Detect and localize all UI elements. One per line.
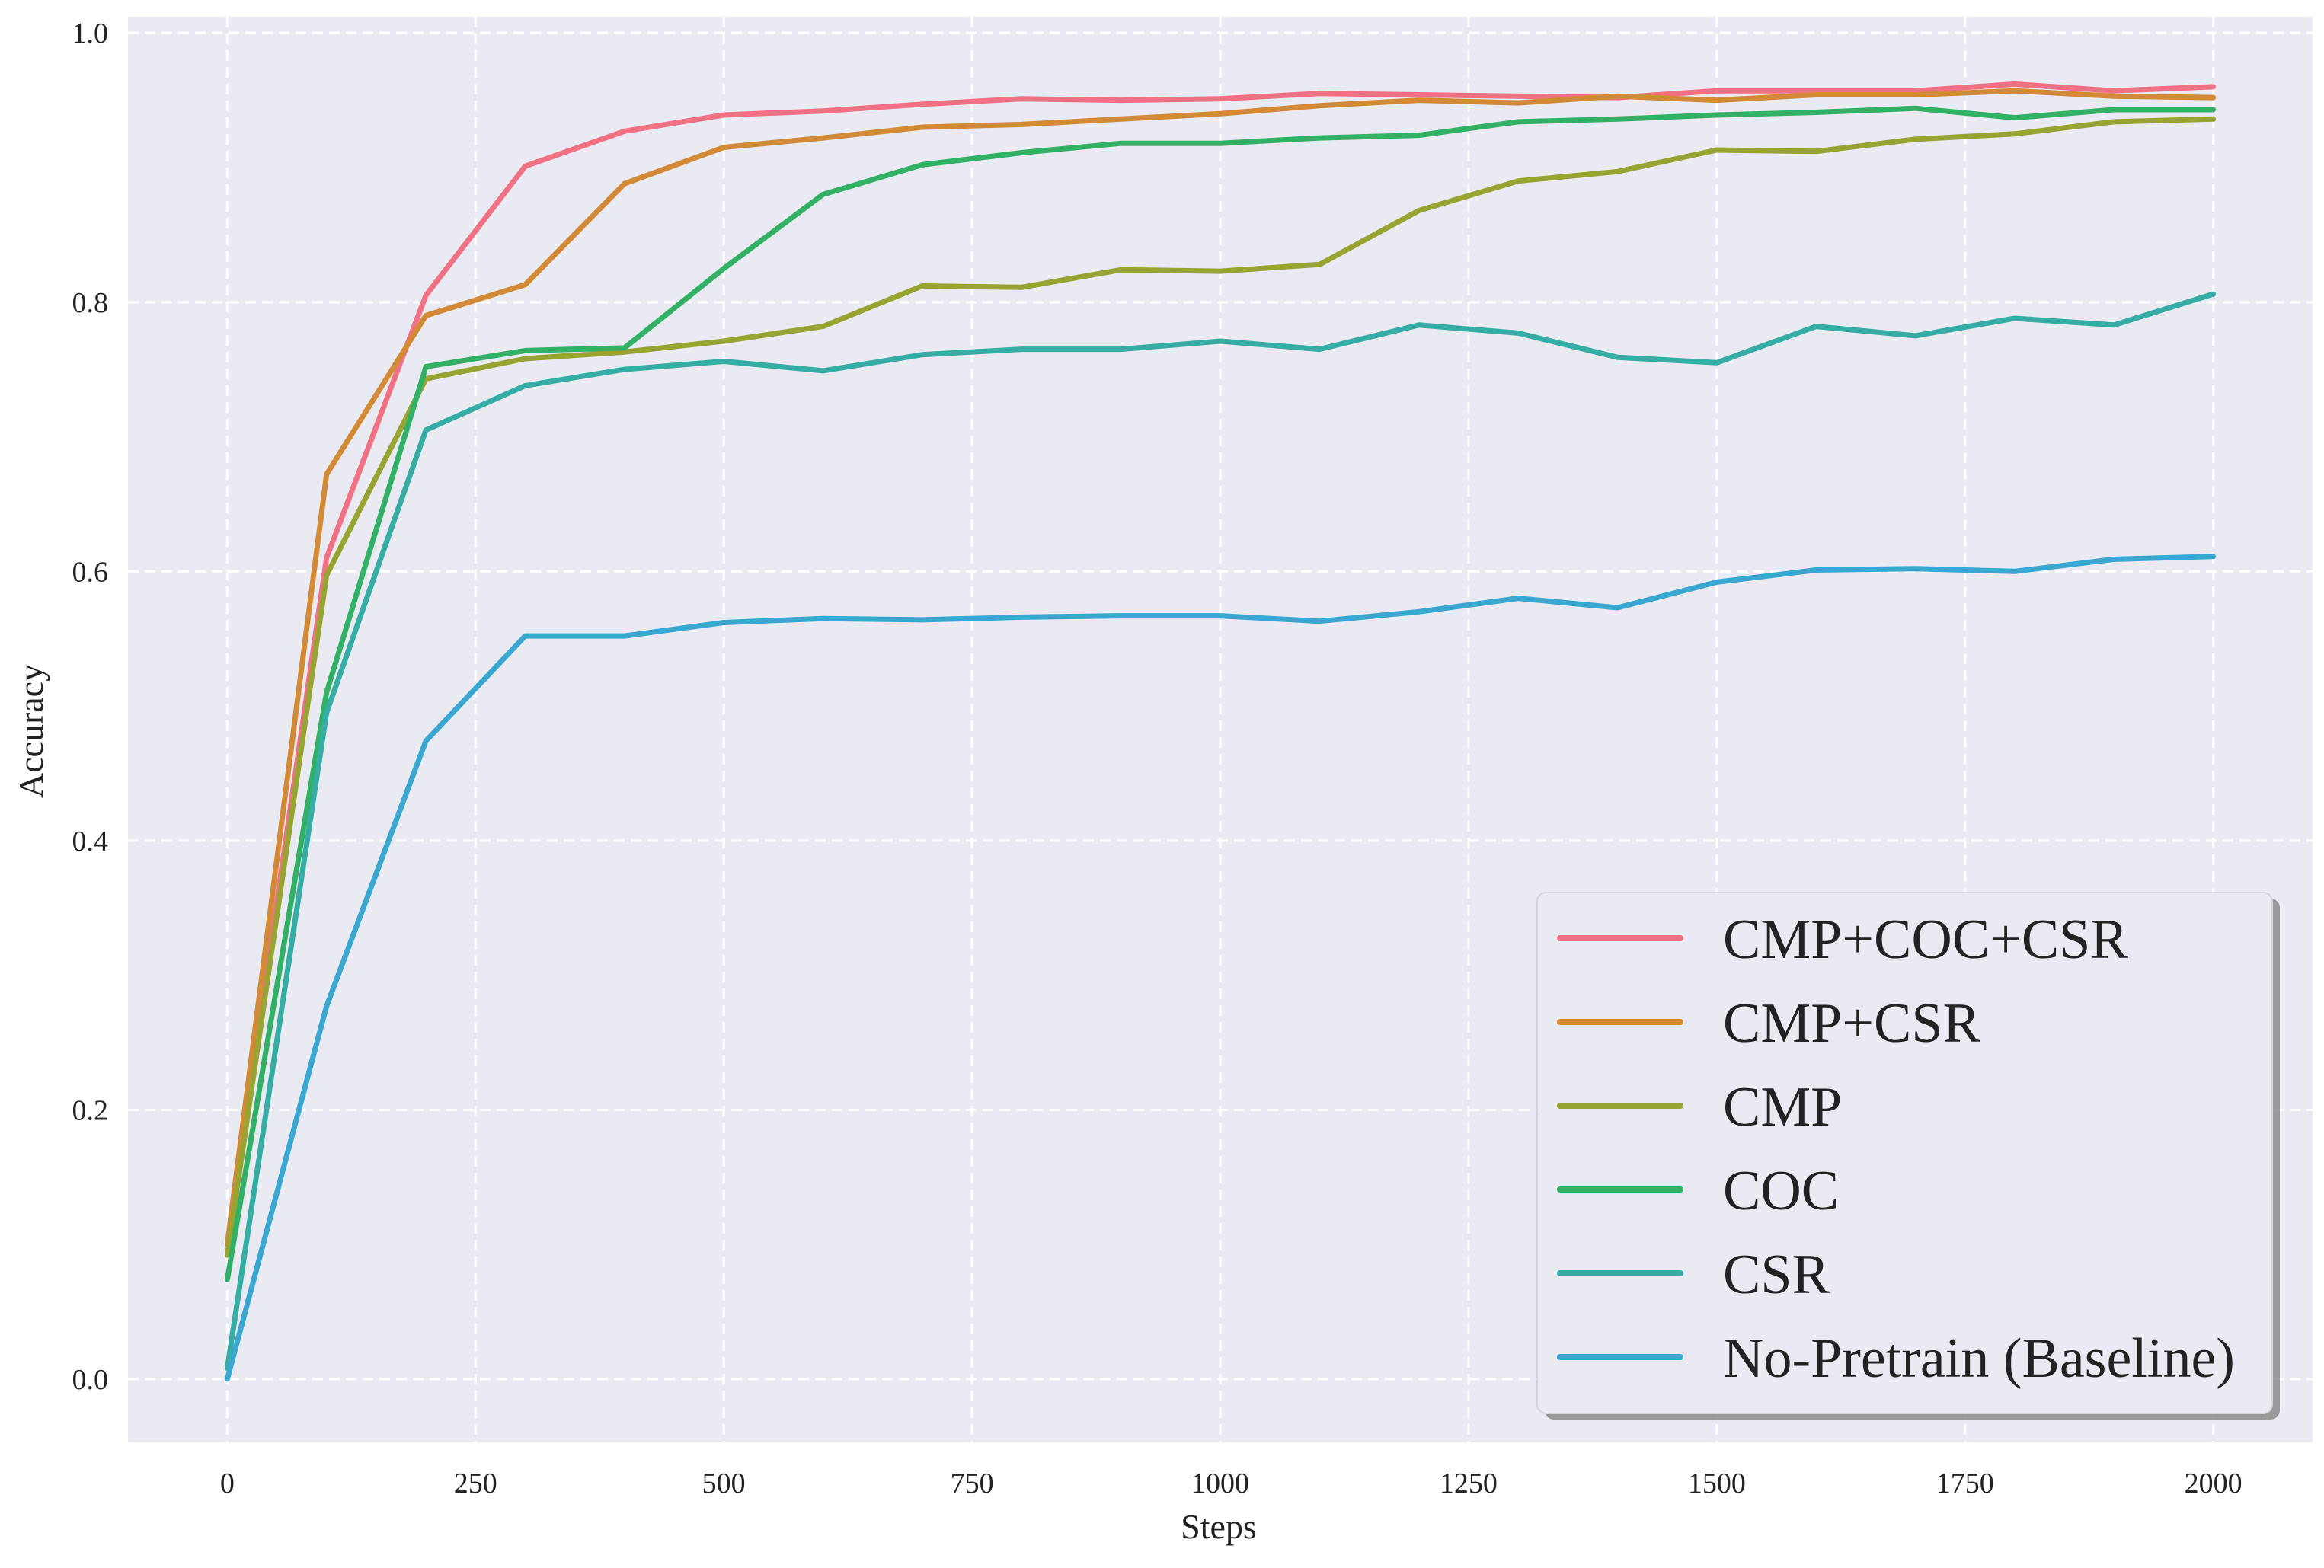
y-tick-label: 0.0 xyxy=(72,1364,109,1396)
legend: CMP+COC+CSR CMP+CSR CMP COC CSR No-Pretrain (… xyxy=(1536,892,2280,1420)
y-tick-label: 0.8 xyxy=(72,287,109,319)
y-tick-label: 0.4 xyxy=(72,826,109,857)
series-line-1 xyxy=(224,81,2217,1247)
x-tick-label: 2000 xyxy=(2185,1467,2242,1499)
y-axis-title: Accuracy xyxy=(11,664,50,798)
legend-label: CMP+COC+CSR xyxy=(1723,909,2128,971)
x-tick-label: 1500 xyxy=(1688,1467,1746,1499)
x-tick-label: 0 xyxy=(220,1467,235,1499)
series-line-5 xyxy=(224,291,2217,1372)
y-tick-label: 0.6 xyxy=(72,556,109,588)
series-line-4 xyxy=(224,105,2217,1282)
series-lines xyxy=(224,81,2217,1382)
legend-label: COC xyxy=(1723,1160,1839,1222)
legend-entry: CMP+CSR xyxy=(1557,992,1981,1055)
legend-entry: CMP xyxy=(1557,1076,1842,1138)
x-tick-labels: 0 250 500 750 1000 1250 1500 1750 2000 xyxy=(220,1467,2242,1499)
x-tick-label: 1750 xyxy=(1936,1467,1994,1499)
y-tick-label: 0.2 xyxy=(72,1094,109,1126)
y-tick-label: 1.0 xyxy=(72,18,109,49)
y-tick-labels: 0.0 0.2 0.4 0.6 0.8 1.0 xyxy=(72,18,109,1396)
x-tick-label: 1000 xyxy=(1191,1467,1249,1499)
legend-label: CMP xyxy=(1723,1076,1842,1138)
x-axis-title: Steps xyxy=(1181,1507,1257,1546)
legend-label: CMP+CSR xyxy=(1723,992,1981,1055)
legend-box xyxy=(1536,892,2273,1414)
series-line-3 xyxy=(224,116,2217,1258)
series-line-2 xyxy=(224,88,2217,1247)
series-line-6 xyxy=(224,554,2217,1382)
legend-entry: CSR xyxy=(1557,1244,1830,1306)
legend-entry: COC xyxy=(1557,1160,1839,1222)
legend-entry: No-Pretrain (Baseline) xyxy=(1557,1327,2235,1390)
x-tick-label: 750 xyxy=(951,1467,994,1499)
legend-label: No-Pretrain (Baseline) xyxy=(1723,1327,2235,1390)
x-tick-label: 500 xyxy=(702,1467,746,1499)
legend-label: CSR xyxy=(1723,1244,1830,1306)
x-tick-label: 1250 xyxy=(1440,1467,1498,1499)
legend-entry: CMP+COC+CSR xyxy=(1557,909,2128,971)
x-tick-label: 250 xyxy=(454,1467,497,1499)
